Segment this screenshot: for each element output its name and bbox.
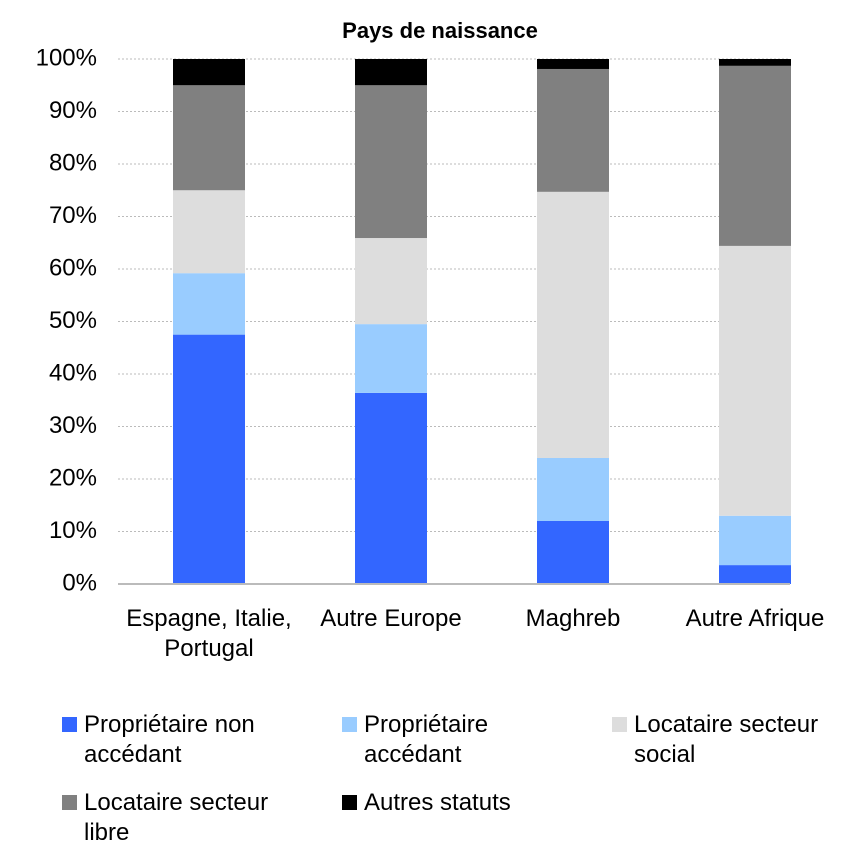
y-tick-label: 10% xyxy=(49,517,97,544)
bar-segment xyxy=(719,245,791,516)
bar-segment xyxy=(355,85,427,239)
x-tick-label: Autre Afrique xyxy=(685,605,825,632)
legend-label: Propriétaire non accédant xyxy=(84,711,255,768)
x-tick-label: Maghreb xyxy=(525,605,621,632)
bar-segment xyxy=(719,565,791,584)
y-tick-label: 90% xyxy=(49,97,97,124)
bar-segment xyxy=(173,59,245,86)
bar-segment xyxy=(719,515,791,566)
legend-swatch xyxy=(62,717,77,732)
bar-segment xyxy=(355,59,427,86)
bar-segment xyxy=(173,334,245,584)
bar-segment xyxy=(173,190,245,274)
bar-segment xyxy=(537,521,609,584)
legend-swatch xyxy=(342,717,357,732)
bar-segment xyxy=(173,273,245,335)
chart-title: Pays de naissance xyxy=(342,18,538,43)
y-tick-label: 70% xyxy=(49,202,97,229)
bar-segment xyxy=(537,59,609,69)
bar-segment xyxy=(537,458,609,521)
legend-label: Locataire secteur libre xyxy=(84,789,269,846)
y-tick-label: 60% xyxy=(49,254,97,281)
legend-swatch xyxy=(342,795,357,810)
legend-label: Propriétaire accédant xyxy=(364,711,489,768)
bar-segment xyxy=(355,238,427,325)
legend-label: Locataire secteur social xyxy=(634,711,819,768)
y-tick-label: 100% xyxy=(36,44,97,71)
bar-segment xyxy=(173,85,245,191)
bar-segment xyxy=(719,65,791,246)
x-tick-label: Espagne, Italie, Portugal xyxy=(126,605,292,662)
y-tick-label: 20% xyxy=(49,464,97,491)
y-tick-label: 80% xyxy=(49,149,97,176)
legend-swatch xyxy=(612,717,627,732)
bar-segment xyxy=(537,68,609,192)
x-tick-label: Autre Europe xyxy=(320,605,462,632)
legend-swatch xyxy=(62,795,77,810)
y-tick-label: 40% xyxy=(49,359,97,386)
bar-segment xyxy=(537,191,609,458)
bar-segment xyxy=(719,59,791,66)
y-tick-label: 0% xyxy=(62,569,97,596)
y-tick-label: 30% xyxy=(49,412,97,439)
y-tick-label: 50% xyxy=(49,307,97,334)
legend-label: Autres statuts xyxy=(364,789,511,816)
bar-segment xyxy=(355,392,427,584)
bar-segment xyxy=(355,324,427,393)
